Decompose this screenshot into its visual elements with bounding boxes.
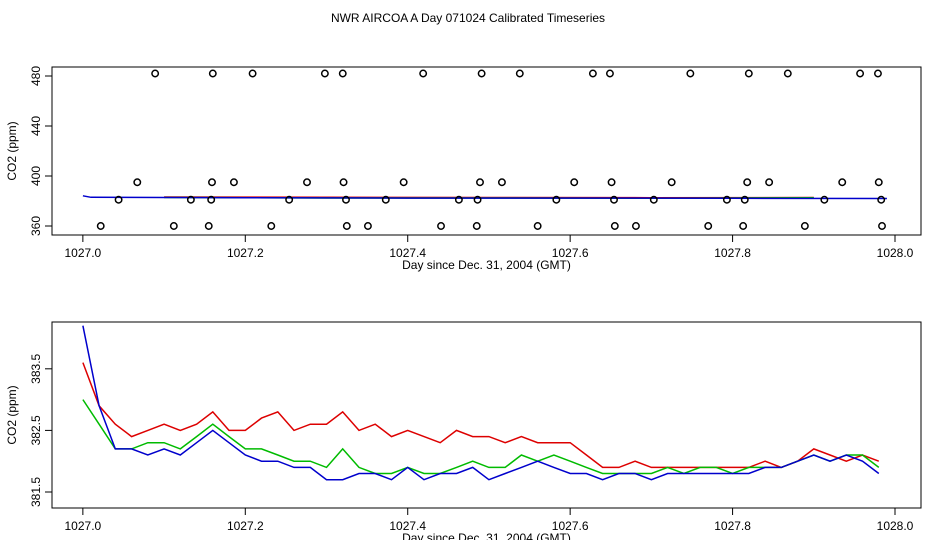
plot-frame (51, 321, 922, 509)
point (248, 69, 257, 78)
y-axis-label: CO2 (ppm) (5, 121, 19, 180)
point (497, 178, 506, 187)
point (381, 195, 390, 204)
point (878, 222, 886, 230)
point (267, 222, 276, 230)
point (740, 195, 749, 204)
series-line (82, 195, 887, 200)
x-tick-label: 1027.2 (227, 246, 264, 260)
point (114, 195, 123, 204)
point (342, 195, 350, 204)
x-tick-label: 1027.6 (552, 519, 589, 533)
point (151, 69, 160, 78)
point (874, 178, 883, 187)
x-tick-label: 1028.0 (877, 519, 914, 533)
point (686, 69, 695, 78)
point (472, 222, 481, 230)
point (739, 222, 748, 230)
point (339, 178, 348, 187)
point (722, 195, 731, 204)
series-line (82, 325, 880, 481)
y-tick-label: 382.5 (29, 415, 43, 445)
point (610, 222, 619, 230)
point (607, 178, 616, 187)
point (570, 178, 579, 187)
point (533, 222, 542, 230)
point (552, 195, 561, 204)
point (477, 69, 486, 78)
point (874, 69, 882, 78)
series-line (82, 399, 880, 475)
point (133, 178, 142, 187)
x-tick-label: 1028.0 (877, 246, 914, 260)
point (363, 222, 372, 230)
x-tick-label: 1027.4 (389, 246, 426, 260)
x-tick-label: 1027.0 (65, 519, 102, 533)
point (820, 195, 829, 204)
point (610, 195, 618, 204)
point (229, 178, 238, 187)
y-tick-label: 360 (29, 216, 43, 236)
point (800, 222, 809, 230)
x-tick-label: 1027.8 (714, 246, 751, 260)
point (631, 222, 640, 230)
y-tick-label: 383.5 (29, 353, 43, 383)
point (744, 69, 753, 78)
point (96, 222, 105, 230)
point (186, 195, 195, 204)
point (704, 222, 713, 230)
figure-title: NWR AIRCOA A Day 071024 Calibrated Times… (331, 11, 605, 25)
point (856, 69, 865, 78)
plot-frame (51, 66, 922, 236)
point (877, 195, 886, 204)
point (649, 195, 658, 204)
point (204, 222, 213, 230)
point (515, 69, 524, 78)
point (437, 222, 445, 230)
point (207, 195, 216, 204)
point (588, 69, 597, 78)
point (303, 178, 311, 187)
x-tick-label: 1027.2 (227, 519, 264, 533)
x-tick-label: 1027.4 (389, 519, 426, 533)
x-tick-label: 1027.8 (714, 519, 751, 533)
point (454, 195, 463, 204)
x-axis-label: Day since Dec. 31, 2004 (GMT) (402, 258, 571, 272)
point (838, 178, 847, 187)
y-tick-label: 381.5 (29, 477, 43, 507)
x-tick-label: 1027.0 (65, 246, 102, 260)
point (473, 195, 482, 204)
point (320, 69, 329, 78)
point (605, 69, 614, 78)
point (419, 69, 428, 78)
point (765, 178, 774, 187)
point (169, 222, 178, 230)
y-tick-label: 400 (29, 166, 43, 186)
y-tick-label: 440 (29, 116, 43, 136)
point (285, 195, 294, 204)
x-axis-label: Day since Dec. 31, 2004 (GMT) (402, 531, 571, 540)
y-axis-label: CO2 (ppm) (5, 385, 19, 444)
point (338, 69, 347, 78)
point (667, 178, 676, 187)
series-line (82, 362, 880, 469)
x-tick-label: 1027.6 (552, 246, 589, 260)
point (783, 69, 792, 78)
point (476, 178, 484, 187)
point (342, 222, 351, 230)
point (743, 178, 752, 187)
point (208, 178, 216, 187)
point (399, 178, 408, 187)
point (208, 69, 217, 78)
y-tick-label: 480 (29, 66, 43, 86)
